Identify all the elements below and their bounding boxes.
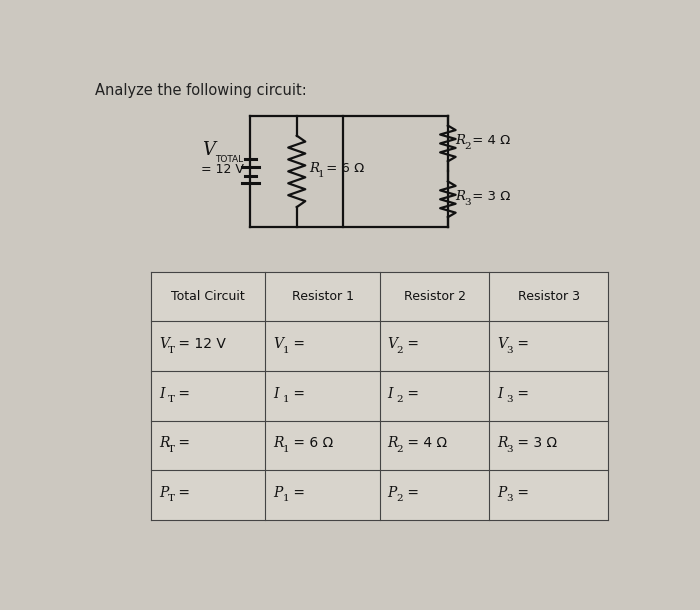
Text: Resistor 2: Resistor 2 xyxy=(403,290,466,303)
Text: =: = xyxy=(512,486,528,500)
Text: = 3 Ω: = 3 Ω xyxy=(468,190,510,203)
Text: I: I xyxy=(497,387,503,401)
Text: 2: 2 xyxy=(464,142,471,151)
Text: =: = xyxy=(403,337,419,351)
Text: V: V xyxy=(202,141,215,159)
Text: R: R xyxy=(273,436,284,450)
Text: = 4 Ω: = 4 Ω xyxy=(403,436,447,450)
Text: 3: 3 xyxy=(507,445,513,454)
Text: Resistor 1: Resistor 1 xyxy=(291,290,354,303)
Text: =: = xyxy=(174,387,190,401)
Text: 3: 3 xyxy=(507,346,513,354)
Text: = 6 Ω: = 6 Ω xyxy=(322,162,365,175)
Text: P: P xyxy=(273,486,283,500)
Text: =: = xyxy=(512,387,528,401)
Text: I: I xyxy=(387,387,393,401)
Text: R: R xyxy=(497,436,508,450)
Bar xyxy=(151,272,608,520)
Text: 2: 2 xyxy=(397,346,403,354)
Text: =: = xyxy=(403,486,419,500)
Text: 2: 2 xyxy=(397,445,403,454)
Text: =: = xyxy=(403,387,419,401)
Text: =: = xyxy=(288,486,304,500)
Text: T: T xyxy=(168,494,175,503)
Text: 3: 3 xyxy=(464,198,471,207)
Text: = 12 V: = 12 V xyxy=(174,337,226,351)
Text: R: R xyxy=(456,190,466,203)
Text: 1: 1 xyxy=(282,346,289,354)
Text: P: P xyxy=(387,486,397,500)
Text: 3: 3 xyxy=(507,395,513,404)
Text: =: = xyxy=(174,436,190,450)
Text: V: V xyxy=(387,337,398,351)
Text: Analyze the following circuit:: Analyze the following circuit: xyxy=(95,83,307,98)
Text: P: P xyxy=(497,486,507,500)
Text: R: R xyxy=(309,162,319,175)
Text: =: = xyxy=(512,337,528,351)
Text: 1: 1 xyxy=(282,395,289,404)
Text: R: R xyxy=(387,436,398,450)
Text: 1: 1 xyxy=(318,170,324,179)
Text: =: = xyxy=(288,337,304,351)
Text: 2: 2 xyxy=(397,494,403,503)
Text: = 12 V: = 12 V xyxy=(202,163,244,176)
Text: V: V xyxy=(159,337,169,351)
Text: TOTAL: TOTAL xyxy=(215,154,243,163)
Text: 1: 1 xyxy=(282,494,289,503)
Text: = 6 Ω: = 6 Ω xyxy=(288,436,333,450)
Text: 3: 3 xyxy=(507,494,513,503)
Text: V: V xyxy=(273,337,283,351)
Text: P: P xyxy=(159,486,168,500)
Text: =: = xyxy=(174,486,190,500)
Text: 2: 2 xyxy=(397,395,403,404)
Text: Total Circuit: Total Circuit xyxy=(172,290,245,303)
Text: T: T xyxy=(168,346,175,354)
Text: Resistor 3: Resistor 3 xyxy=(518,290,580,303)
Text: R: R xyxy=(159,436,169,450)
Text: = 4 Ω: = 4 Ω xyxy=(468,134,510,147)
Text: T: T xyxy=(168,445,175,454)
Text: I: I xyxy=(273,387,279,401)
Text: T: T xyxy=(168,395,175,404)
Text: =: = xyxy=(288,387,304,401)
Text: I: I xyxy=(159,387,164,401)
Text: V: V xyxy=(497,337,508,351)
Text: R: R xyxy=(456,134,466,147)
Text: 1: 1 xyxy=(282,445,289,454)
Text: = 3 Ω: = 3 Ω xyxy=(512,436,556,450)
